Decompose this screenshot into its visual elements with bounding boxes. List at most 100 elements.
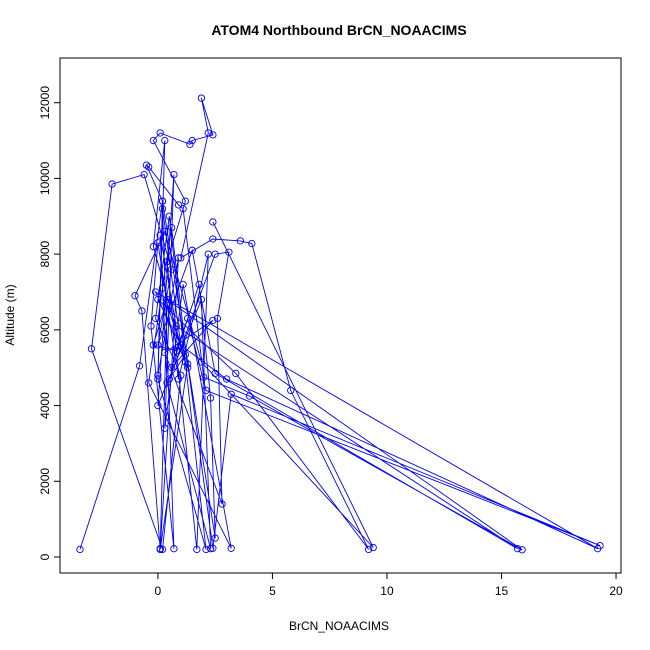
data-point bbox=[161, 424, 169, 432]
data-point bbox=[149, 242, 157, 251]
data-point bbox=[177, 254, 185, 262]
data-point bbox=[172, 347, 180, 355]
data-point bbox=[248, 239, 256, 248]
data-point bbox=[154, 371, 162, 379]
data-point bbox=[158, 205, 167, 213]
data-point bbox=[138, 307, 146, 315]
data-point bbox=[206, 394, 215, 402]
data-point bbox=[232, 369, 240, 378]
y-tick-label: 4000 bbox=[38, 392, 52, 419]
data-point bbox=[195, 280, 203, 289]
data-point bbox=[172, 322, 180, 330]
y-tick-label: 0 bbox=[38, 553, 52, 560]
data-point bbox=[197, 358, 206, 366]
data-point bbox=[174, 254, 183, 262]
data-point bbox=[154, 239, 162, 247]
data-point bbox=[179, 205, 187, 213]
data-point bbox=[161, 136, 169, 145]
data-point bbox=[227, 544, 235, 552]
data-point bbox=[87, 345, 96, 353]
data-point bbox=[184, 364, 192, 372]
data-point bbox=[161, 348, 169, 357]
data-point bbox=[245, 392, 254, 400]
data-point bbox=[188, 136, 196, 145]
data-point bbox=[151, 314, 160, 323]
data-point bbox=[154, 401, 162, 410]
data-point bbox=[181, 350, 190, 359]
series-line bbox=[79, 97, 601, 551]
data-point bbox=[165, 212, 173, 220]
data-point bbox=[156, 129, 164, 137]
data-point bbox=[364, 545, 373, 554]
x-tick-label: 20 bbox=[609, 584, 623, 598]
data-point bbox=[209, 235, 217, 243]
data-point bbox=[287, 386, 295, 395]
data-point bbox=[170, 170, 178, 179]
data-point bbox=[177, 341, 185, 349]
data-point bbox=[156, 231, 164, 239]
data-point bbox=[209, 316, 217, 325]
y-tick-label: 10000 bbox=[38, 161, 52, 195]
data-point bbox=[218, 500, 226, 508]
data-point bbox=[513, 545, 522, 553]
data-point bbox=[154, 341, 162, 349]
data-point bbox=[167, 265, 176, 273]
x-axis-label: BrCN_NOAACIMS bbox=[289, 619, 389, 633]
data-point bbox=[151, 288, 160, 296]
data-point bbox=[518, 546, 526, 554]
x-tick-label: 10 bbox=[380, 584, 394, 598]
data-point bbox=[225, 248, 233, 256]
data-point bbox=[197, 295, 206, 304]
data-point bbox=[108, 180, 116, 188]
x-tick-label: 0 bbox=[155, 584, 162, 598]
data-point bbox=[209, 218, 217, 226]
data-point bbox=[200, 373, 208, 381]
x-axis: 0 5 10 15 20 bbox=[155, 572, 623, 598]
data-point bbox=[145, 379, 153, 387]
data-point bbox=[135, 362, 144, 370]
data-point bbox=[204, 250, 212, 258]
data-point bbox=[197, 94, 206, 102]
data-point bbox=[158, 545, 167, 554]
data-point bbox=[211, 534, 219, 542]
data-point bbox=[227, 390, 235, 398]
data-point bbox=[184, 314, 192, 323]
data-point bbox=[161, 227, 169, 236]
data-point bbox=[174, 201, 183, 209]
data-point bbox=[186, 140, 194, 148]
y-tick-label: 2000 bbox=[38, 468, 52, 495]
plot-frame bbox=[59, 57, 622, 574]
data-point bbox=[154, 295, 162, 304]
data-series bbox=[76, 94, 604, 554]
data-point bbox=[236, 237, 245, 245]
data-point bbox=[149, 341, 157, 349]
data-point bbox=[222, 375, 231, 383]
data-point bbox=[145, 163, 153, 171]
data-point bbox=[167, 364, 176, 372]
data-point bbox=[177, 371, 185, 379]
data-point bbox=[149, 136, 157, 145]
data-point bbox=[202, 386, 210, 395]
data-point bbox=[140, 170, 148, 179]
data-point bbox=[211, 369, 219, 378]
data-point bbox=[202, 545, 210, 554]
chart-title: ATOM4 Northbound BrCN_NOAACIMS bbox=[211, 22, 466, 38]
data-point bbox=[179, 280, 187, 289]
data-point bbox=[188, 246, 196, 254]
y-axis-label: Altitude (m) bbox=[3, 284, 17, 345]
data-point bbox=[156, 545, 164, 554]
data-point bbox=[158, 284, 167, 292]
y-tick-label: 12000 bbox=[38, 86, 52, 120]
data-point bbox=[131, 292, 139, 300]
data-point bbox=[209, 544, 217, 552]
x-tick-label: 15 bbox=[495, 584, 509, 598]
data-point bbox=[163, 299, 171, 307]
x-tick-label: 5 bbox=[269, 584, 276, 598]
data-point bbox=[142, 161, 151, 169]
data-point bbox=[163, 295, 171, 304]
data-point bbox=[76, 545, 84, 554]
data-point bbox=[170, 545, 178, 553]
data-point bbox=[158, 197, 167, 205]
data-point bbox=[165, 375, 173, 383]
